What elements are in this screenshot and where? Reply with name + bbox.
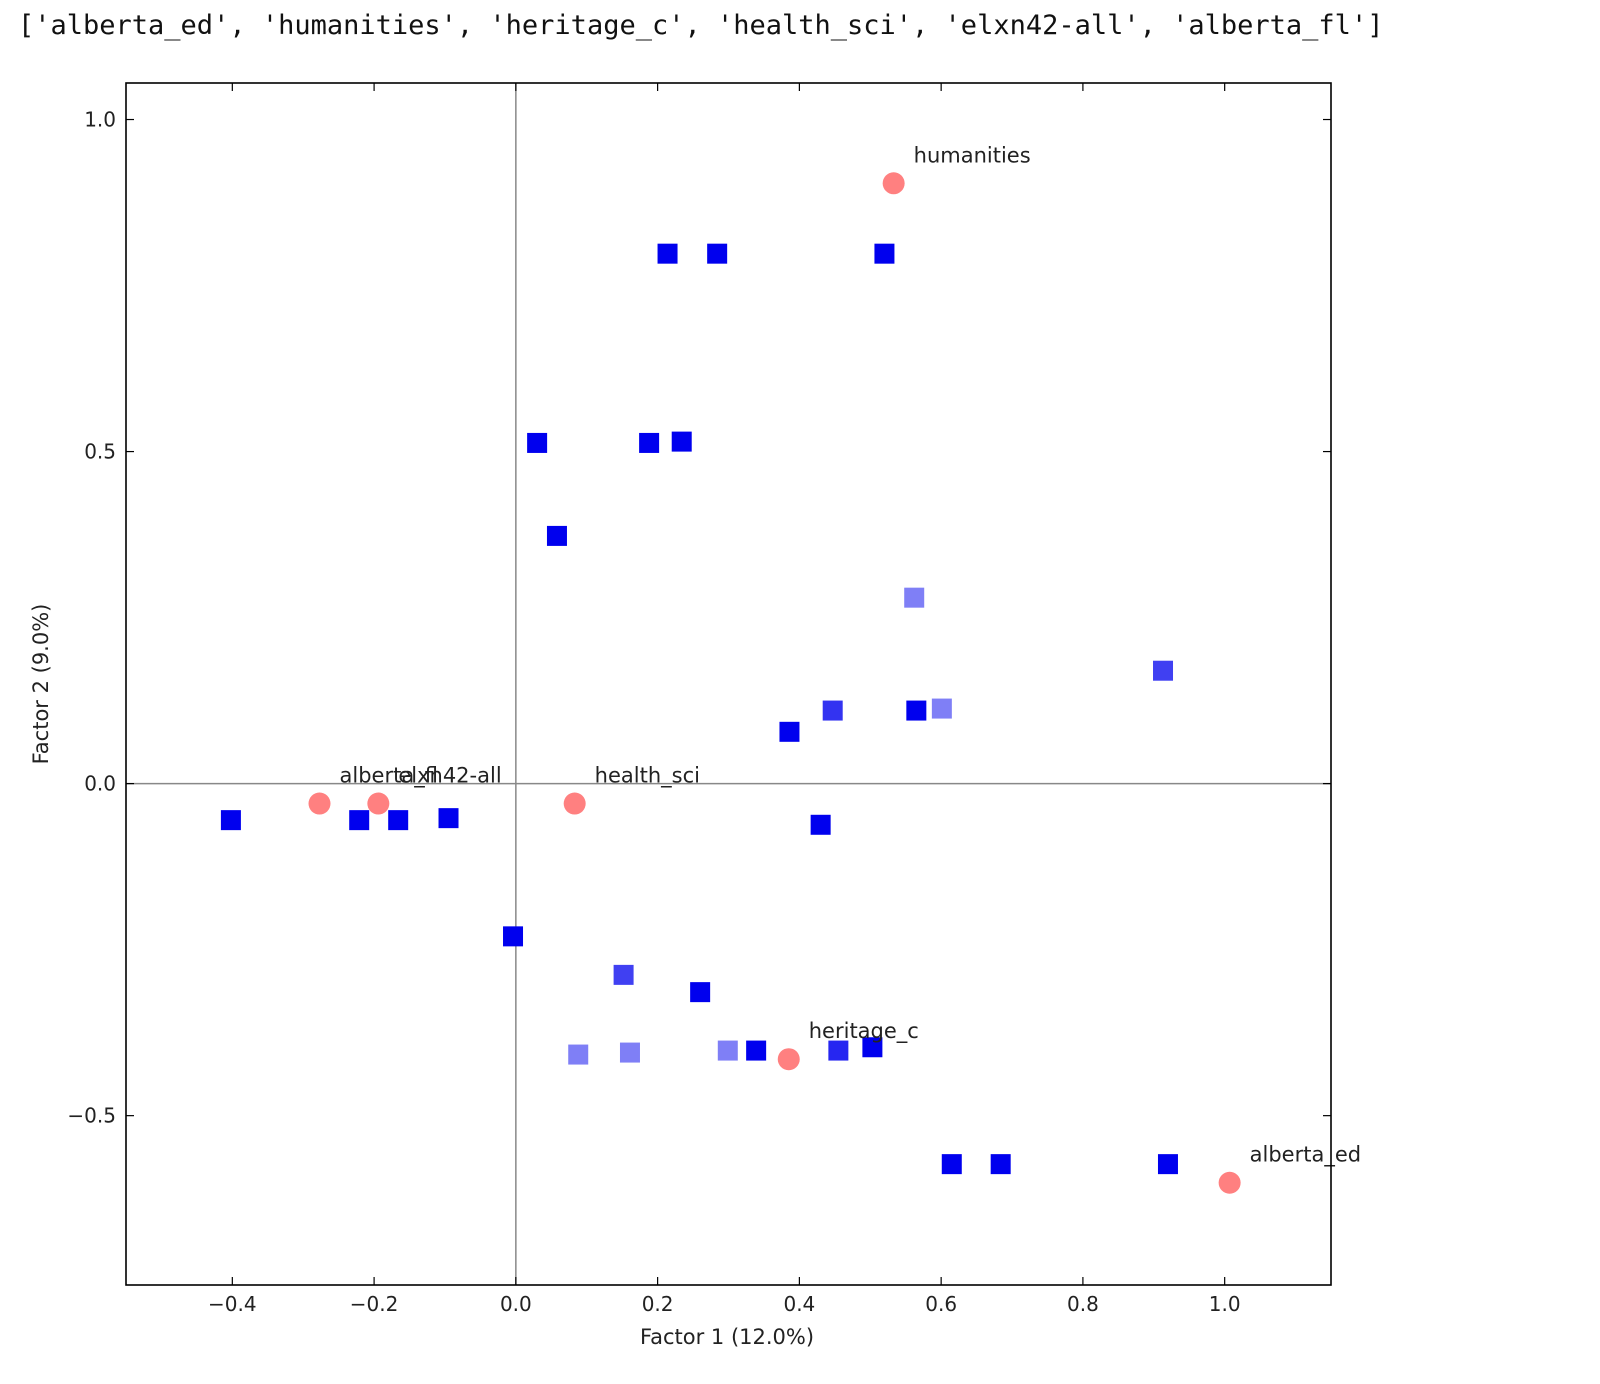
x-tick-label: −0.4 (208, 1292, 257, 1316)
square-point (828, 1040, 849, 1061)
square-point (438, 808, 459, 829)
square-point (707, 243, 728, 264)
x-tick-label: 0.8 (1067, 1292, 1099, 1316)
point-label-elxn42-all: elxn42-all (398, 764, 501, 788)
point-label-alberta_fl: alberta_fl (340, 764, 438, 789)
square-point (690, 982, 711, 1003)
label-point-elxn42-all (367, 792, 390, 815)
square-point (990, 1154, 1011, 1175)
point-label-health_sci: health_sci (595, 764, 700, 789)
square-point (613, 964, 634, 985)
square-point (546, 525, 567, 546)
plot-frame (125, 82, 1332, 1286)
x-tick-label: −0.2 (350, 1292, 399, 1316)
point-label-heritage_c: heritage_c (809, 1019, 919, 1044)
label-point-alberta_ed (1218, 1171, 1241, 1194)
square-point (822, 700, 843, 721)
square-point (349, 810, 370, 831)
point-label-alberta_ed: alberta_ed (1250, 1143, 1361, 1168)
x-tick-label: 0.4 (783, 1292, 815, 1316)
y-tick-label: 0.0 (84, 772, 116, 796)
square-point (639, 432, 660, 453)
x-tick-label: 1.0 (1209, 1292, 1241, 1316)
label-point-humanities (882, 172, 905, 195)
square-point (941, 1154, 962, 1175)
square-point (717, 1040, 738, 1061)
square-point (388, 810, 409, 831)
label-point-health_sci (563, 792, 586, 815)
square-point (503, 926, 524, 947)
x-tick-label: 0.6 (925, 1292, 957, 1316)
square-point (904, 587, 925, 608)
label-point-alberta_fl (308, 792, 331, 815)
x-axis-label: Factor 1 (12.0%) (640, 1325, 814, 1349)
y-axis-label: Factor 2 (9.0%) (29, 604, 53, 765)
square-point (220, 810, 241, 831)
square-point (906, 700, 927, 721)
square-point (1153, 660, 1174, 681)
label-point-heritage_c (777, 1048, 800, 1071)
x-axis-ticks: −0.4 −0.2 0.0 0.2 0.4 0.6 0.8 1.0 (208, 83, 1241, 1316)
square-point (931, 698, 952, 719)
point-label-humanities: humanities (914, 143, 1031, 167)
square-point (671, 431, 692, 452)
notebook-output-text: ['alberta_ed', 'humanities', 'heritage_c… (18, 10, 1384, 41)
x-tick-label: 0.2 (642, 1292, 674, 1316)
square-point (779, 721, 800, 742)
square-point (746, 1040, 767, 1061)
square-point (568, 1044, 589, 1065)
y-tick-label: 1.0 (84, 108, 116, 132)
y-tick-label: 0.5 (84, 440, 116, 464)
square-point (1157, 1154, 1178, 1175)
square-point (527, 432, 548, 453)
square-point (874, 243, 895, 264)
y-tick-label: −0.5 (67, 1104, 116, 1128)
square-point (619, 1042, 640, 1063)
square-point (862, 1037, 883, 1058)
square-point (657, 243, 678, 264)
y-axis-ticks: −0.5 0.0 0.5 1.0 (67, 108, 1331, 1128)
square-point (810, 814, 831, 835)
x-tick-label: 0.0 (500, 1292, 532, 1316)
